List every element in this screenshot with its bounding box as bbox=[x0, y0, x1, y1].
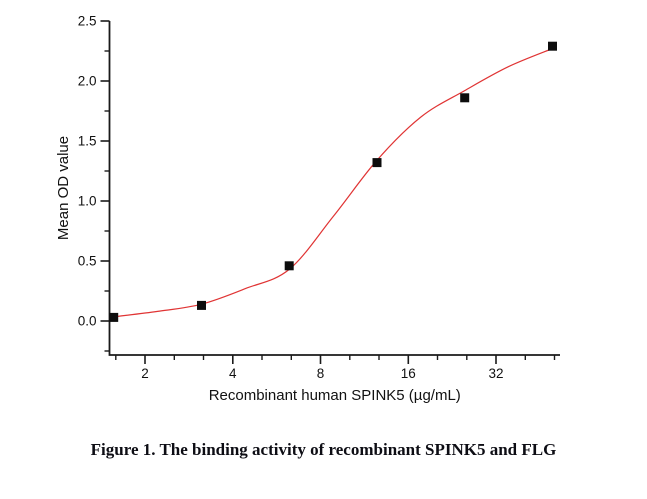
data-point-marker bbox=[548, 41, 557, 51]
y-tick-label: 1.0 bbox=[78, 194, 97, 209]
x-tick-label: 4 bbox=[229, 366, 237, 381]
y-tick-label: 0.0 bbox=[78, 314, 97, 329]
figure-caption: Figure 1. The binding activity of recomb… bbox=[90, 440, 557, 459]
y-tick-label: 2.5 bbox=[78, 14, 97, 29]
y-tick-label: 2.0 bbox=[78, 74, 97, 89]
x-tick-label: 32 bbox=[488, 366, 503, 381]
fit-curve-line bbox=[113, 48, 553, 318]
axes-frame bbox=[108, 21, 560, 356]
binding-activity-chart: 0.0 0.5 1.0 1.5 2.0 2.5 2 4 8 16 32 Recombinant hum… bbox=[55, 14, 560, 404]
x-tick-label: 16 bbox=[401, 366, 416, 381]
y-tick-label: 0.5 bbox=[78, 254, 97, 269]
data-point-marker bbox=[284, 261, 294, 271]
data-point-marker bbox=[460, 93, 470, 103]
x-axis-title: Recombinant human SPINK5 (µg/mL) bbox=[209, 387, 461, 404]
y-axis-title: Mean OD value bbox=[55, 136, 72, 240]
data-point-marker bbox=[109, 312, 119, 322]
x-tick-label: 8 bbox=[317, 366, 325, 381]
x-tick-label: 2 bbox=[141, 366, 149, 381]
data-point-marker bbox=[197, 300, 206, 310]
data-point-marker bbox=[372, 158, 382, 168]
y-tick-label: 1.5 bbox=[78, 134, 97, 149]
